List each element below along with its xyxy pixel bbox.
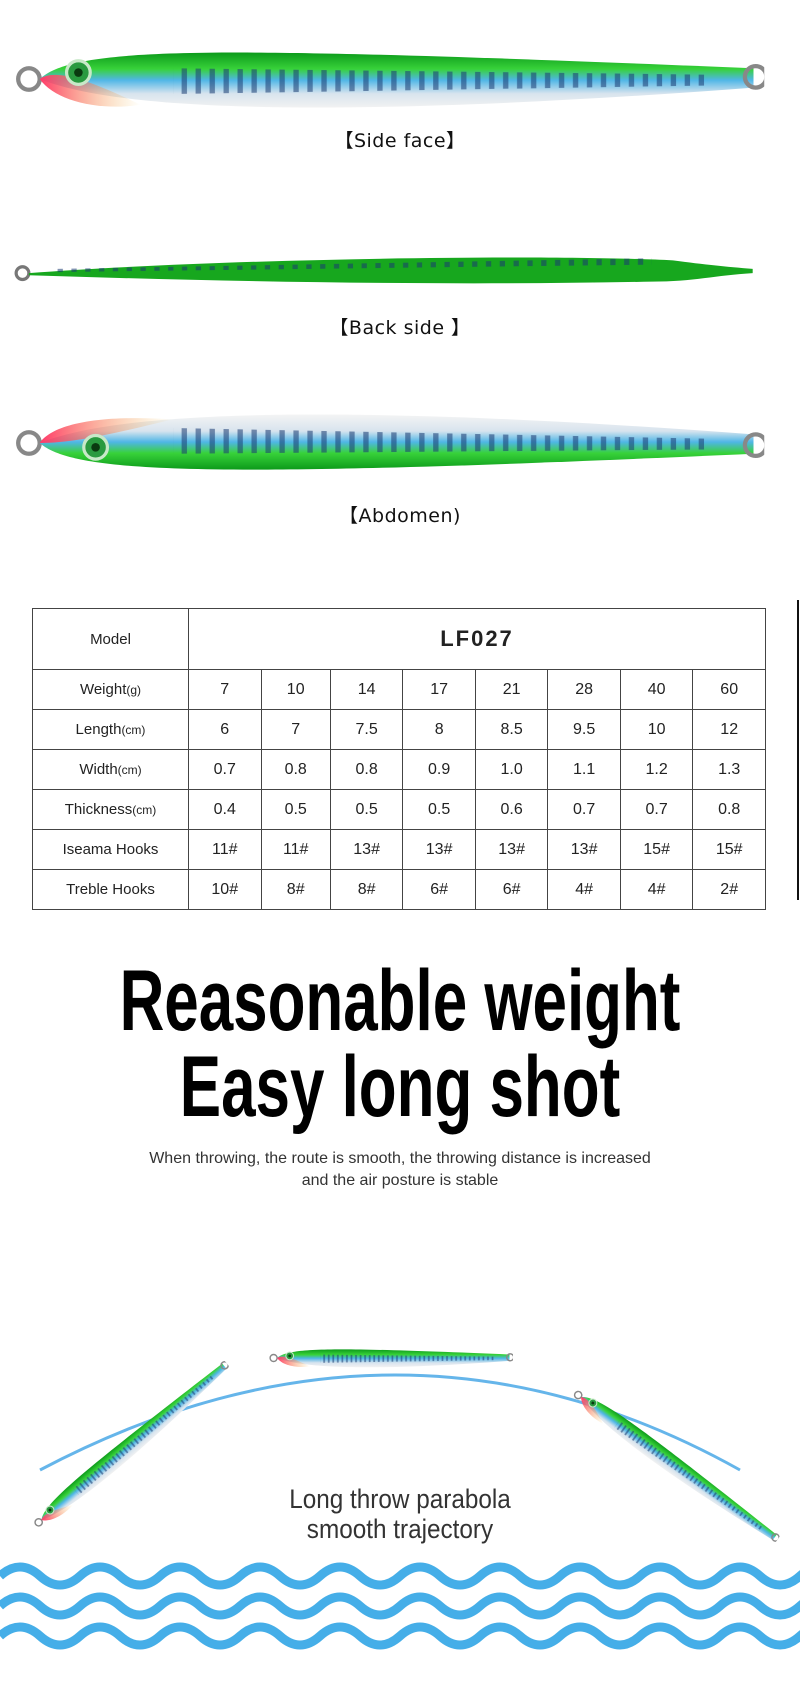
- table-cell: 0.7: [188, 749, 262, 790]
- table-cell: 9.5: [547, 709, 621, 750]
- spec-table: Model LF027 Weight(g) 7 10 14 17 21 28 40 60 Leng…: [32, 608, 766, 910]
- table-cell: 11#: [188, 829, 262, 870]
- table-cell: 10#: [188, 869, 262, 910]
- abdomen-label: 【Abdomen): [339, 505, 461, 527]
- table-cell: 13#: [329, 829, 404, 870]
- table-cell: 7: [260, 709, 331, 750]
- table-row: Treble Hooks 10# 8# 8# 6# 6# 4# 4# 2#: [32, 869, 766, 910]
- table-cell: 60: [692, 669, 766, 710]
- table-cell: 13#: [547, 829, 621, 870]
- side-face-label: 【Side face】: [334, 130, 466, 152]
- table-cell: 4#: [547, 869, 621, 910]
- lure-top: [269, 1348, 514, 1368]
- table-cell: 13#: [402, 829, 476, 870]
- row-label-unit: (g): [126, 683, 142, 697]
- table-cell: 1.0: [474, 749, 549, 790]
- row-label: Thickness(cm): [32, 789, 189, 830]
- table-cell: 0.5: [260, 789, 331, 830]
- lure-abdomen-image: [8, 400, 768, 486]
- table-cell: 6#: [474, 869, 549, 910]
- waves-icon: [0, 1562, 800, 1645]
- table-cell: 0.7: [547, 789, 621, 830]
- table-cell: 1.1: [547, 749, 621, 790]
- table-cell: 40: [619, 669, 694, 710]
- row-label-text: Thickness: [64, 801, 133, 818]
- row-label-text: Length: [75, 721, 122, 738]
- table-cell: 8#: [329, 869, 404, 910]
- table-cell: 0.5: [329, 789, 404, 830]
- table-row: Iseama Hooks 11# 11# 13# 13# 13# 13# 15# 15#: [32, 829, 766, 870]
- subtitle-line-1: When throwing, the route is smooth, the …: [149, 1150, 651, 1167]
- row-label: Length(cm): [32, 709, 189, 750]
- table-cell: 8.5: [474, 709, 549, 750]
- table-cell: 6#: [402, 869, 476, 910]
- table-cell: 17: [402, 669, 476, 710]
- table-cell: 0.7: [619, 789, 694, 830]
- table-cell: 0.6: [474, 789, 549, 830]
- table-cell: 1.3: [692, 749, 766, 790]
- row-label: Weight(g): [32, 669, 189, 710]
- table-cell: 0.8: [329, 749, 404, 790]
- back-side-label: 【Back side 】: [329, 317, 471, 339]
- table-cell: 0.8: [692, 789, 766, 830]
- table-cell: 8#: [260, 869, 331, 910]
- row-label-text: Treble Hooks: [66, 881, 155, 898]
- table-cell: 0.5: [402, 789, 476, 830]
- divider-line: [797, 600, 799, 900]
- headline-line-2: Easy long shot: [179, 1039, 621, 1135]
- parabola-arc: [39, 1373, 741, 1472]
- throw-text-line-2: smooth trajectory: [306, 1514, 494, 1544]
- row-label-unit: (cm): [117, 763, 142, 777]
- lure-back-side-image: [14, 257, 753, 284]
- table-cell: 15#: [619, 829, 694, 870]
- table-cell: 28: [547, 669, 621, 710]
- lure-side-face-image: [8, 36, 768, 122]
- table-cell: 0.8: [260, 749, 331, 790]
- row-label-text: Weight: [79, 681, 127, 698]
- table-cell: 10: [619, 709, 694, 750]
- headline-line-1: Reasonable weight: [119, 953, 681, 1049]
- row-label: Iseama Hooks: [32, 829, 189, 870]
- table-cell: 1.2: [619, 749, 694, 790]
- table-cell: 4#: [619, 869, 694, 910]
- table-cell: 7.5: [329, 709, 404, 750]
- row-label: Treble Hooks: [32, 869, 189, 910]
- table-row: Length(cm) 6 7 7.5 8 8.5 9.5 10 12: [32, 709, 766, 750]
- model-value: LF027: [188, 608, 766, 670]
- table-cell: 2#: [692, 869, 766, 910]
- table-cell: 12: [692, 709, 766, 750]
- row-label: Width(cm): [32, 749, 189, 790]
- throw-illustration: [0, 1348, 800, 1680]
- table-cell: 14: [329, 669, 404, 710]
- table-cell: 13#: [474, 829, 549, 870]
- row-label-text: Width: [79, 761, 118, 778]
- row-label-unit: (cm): [132, 803, 157, 817]
- table-row: Model LF027: [32, 608, 766, 670]
- table-cell: 0.4: [188, 789, 262, 830]
- table-cell: 11#: [260, 829, 331, 870]
- table-cell: 7: [188, 669, 262, 710]
- throw-text-line-1: Long throw parabola: [289, 1484, 511, 1514]
- subtitle-line-2: and the air posture is stable: [301, 1172, 499, 1189]
- table-cell: 10: [260, 669, 331, 710]
- table-cell: 6: [188, 709, 262, 750]
- table-cell: 21: [474, 669, 549, 710]
- table-row: Weight(g) 7 10 14 17 21 28 40 60: [32, 669, 766, 710]
- table-cell: 8: [402, 709, 476, 750]
- table-cell: 15#: [692, 829, 766, 870]
- model-label: Model: [32, 608, 189, 670]
- table-row: Thickness(cm) 0.4 0.5 0.5 0.5 0.6 0.7 0.7 0.8: [32, 789, 766, 830]
- table-row: Width(cm) 0.7 0.8 0.8 0.9 1.0 1.1 1.2 1.3: [32, 749, 766, 790]
- row-label-text: Iseama Hooks: [62, 841, 159, 858]
- row-label-unit: (cm): [121, 723, 146, 737]
- table-cell: 0.9: [402, 749, 476, 790]
